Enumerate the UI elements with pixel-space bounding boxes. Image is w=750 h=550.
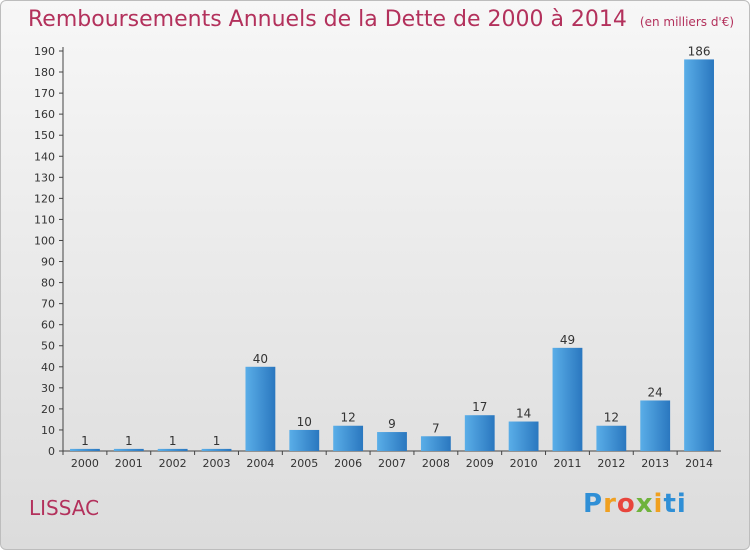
x-tick-label: 2012 xyxy=(597,457,625,470)
bar xyxy=(596,425,627,451)
data-label: 17 xyxy=(472,400,487,414)
y-tick-label: 150 xyxy=(34,129,55,142)
x-tick-label: 2007 xyxy=(378,457,406,470)
bar xyxy=(552,347,583,451)
y-tick-label: 80 xyxy=(41,277,55,290)
y-tick-label: 30 xyxy=(41,382,55,395)
data-label: 10 xyxy=(297,415,312,429)
bar xyxy=(201,448,232,451)
y-tick-label: 160 xyxy=(34,108,55,121)
data-label: 7 xyxy=(432,421,440,435)
y-tick-label: 0 xyxy=(48,445,55,458)
data-label: 40 xyxy=(253,352,268,366)
y-tick-label: 140 xyxy=(34,150,55,163)
y-tick-label: 190 xyxy=(34,45,55,58)
bar xyxy=(420,436,451,451)
x-tick-label: 2009 xyxy=(466,457,494,470)
data-label: 1 xyxy=(169,434,177,448)
y-tick-label: 110 xyxy=(34,213,55,226)
data-label: 24 xyxy=(648,385,663,399)
x-tick-label: 2011 xyxy=(553,457,581,470)
commune-name: LISSAC xyxy=(29,496,100,520)
chart-title-text: Remboursements Annuels de la Dette de 20… xyxy=(28,7,627,32)
x-tick-label: 2003 xyxy=(203,457,231,470)
y-tick-label: 100 xyxy=(34,234,55,247)
bar xyxy=(508,421,539,451)
data-label: 1 xyxy=(81,434,89,448)
x-tick-label: 2001 xyxy=(115,457,143,470)
x-tick-label: 2005 xyxy=(290,457,318,470)
x-tick-label: 2008 xyxy=(422,457,450,470)
y-tick-label: 130 xyxy=(34,171,55,184)
bar xyxy=(333,425,364,451)
y-tick-label: 40 xyxy=(41,361,55,374)
proxiti-logo: Proxiti xyxy=(583,489,687,519)
x-tick-label: 2006 xyxy=(334,457,362,470)
bar xyxy=(70,448,100,451)
y-tick-label: 10 xyxy=(41,424,55,437)
chart-unit-label: (en milliers d'€) xyxy=(639,15,735,29)
bar xyxy=(684,59,714,451)
data-label: 1 xyxy=(125,434,133,448)
bar xyxy=(157,448,188,451)
data-label: 9 xyxy=(388,417,396,431)
bar xyxy=(113,448,144,451)
bar xyxy=(640,400,671,451)
bar xyxy=(289,429,320,451)
data-label: 49 xyxy=(560,333,575,347)
x-tick-label: 2014 xyxy=(685,457,713,470)
y-tick-label: 90 xyxy=(41,256,55,269)
x-tick-label: 2013 xyxy=(641,457,669,470)
x-tick-label: 2010 xyxy=(510,457,538,470)
bar xyxy=(245,366,276,451)
x-tick-label: 2002 xyxy=(159,457,187,470)
data-label: 12 xyxy=(604,411,619,425)
y-tick-label: 170 xyxy=(34,87,55,100)
y-tick-label: 60 xyxy=(41,319,55,332)
data-label: 14 xyxy=(516,407,531,421)
bar xyxy=(377,432,407,451)
y-tick-label: 180 xyxy=(34,66,55,79)
y-tick-label: 20 xyxy=(41,403,55,416)
data-label: 12 xyxy=(340,411,355,425)
y-tick-label: 120 xyxy=(34,192,55,205)
y-tick-label: 70 xyxy=(41,298,55,311)
chart-title: Remboursements Annuels de la Dette de 20… xyxy=(28,7,734,32)
x-tick-label: 2000 xyxy=(71,457,99,470)
x-tick-label: 2004 xyxy=(246,457,274,470)
bar xyxy=(464,415,495,451)
y-tick-label: 50 xyxy=(41,340,55,353)
data-label: 186 xyxy=(688,44,711,58)
data-label: 1 xyxy=(213,434,221,448)
